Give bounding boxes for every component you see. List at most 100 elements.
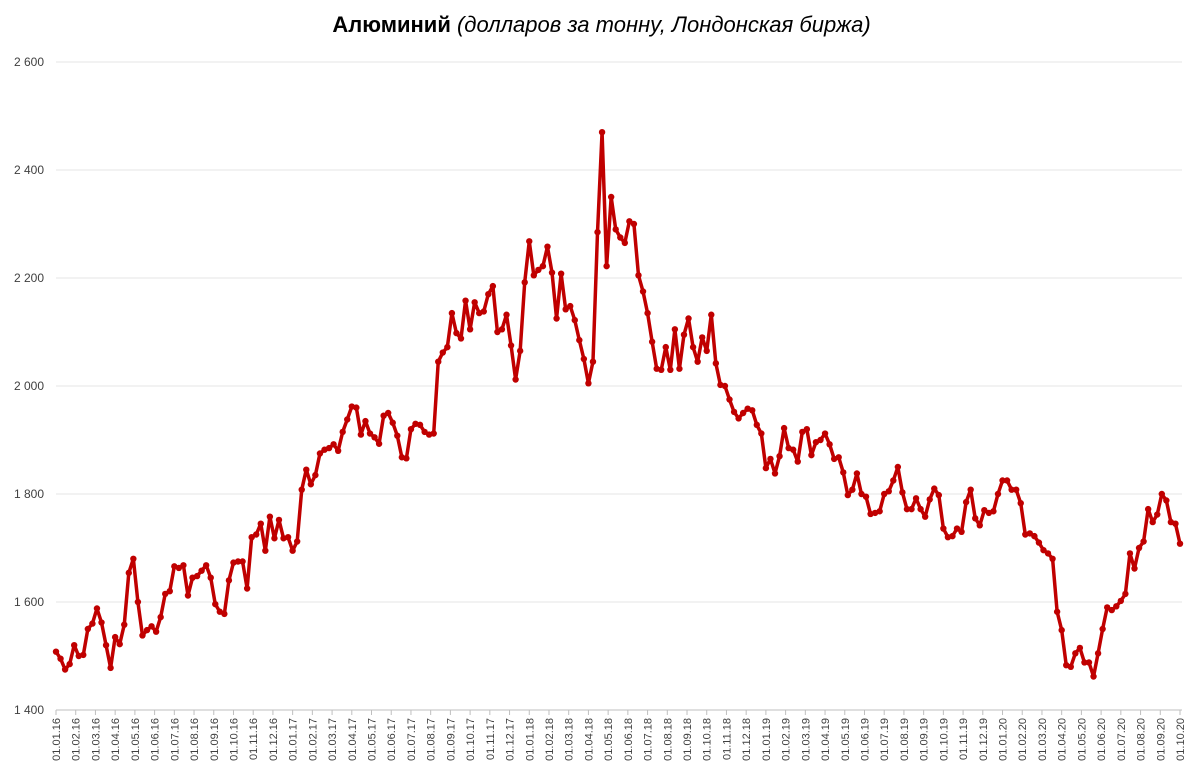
data-point	[803, 426, 811, 433]
x-tick-label: 01.01.16	[51, 718, 63, 761]
data-point	[976, 522, 983, 529]
data-point	[1131, 565, 1138, 572]
data-point	[444, 343, 451, 351]
x-tick-label: 01.07.17	[406, 718, 418, 761]
data-point	[680, 331, 688, 338]
data-point	[662, 343, 669, 351]
data-point	[253, 531, 260, 538]
x-tick-label: 01.08.17	[426, 718, 438, 761]
data-point	[580, 355, 588, 363]
data-point	[840, 469, 847, 476]
data-point	[548, 269, 556, 276]
data-point	[293, 538, 301, 545]
data-point	[544, 243, 551, 250]
data-point	[471, 299, 478, 306]
data-point	[512, 376, 519, 383]
x-tick-label: 01.10.19	[938, 718, 950, 761]
data-point	[689, 343, 697, 351]
data-point	[912, 495, 920, 502]
data-point	[567, 302, 574, 310]
data-point	[1163, 497, 1170, 504]
data-point	[521, 279, 528, 286]
x-tick-label: 01.02.17	[307, 718, 319, 761]
data-point	[1008, 486, 1015, 493]
data-point	[694, 358, 701, 365]
data-point	[143, 626, 151, 634]
y-axis: 1 400 1 600 1 800 2 000 2 200 2 400 2 600	[14, 55, 44, 717]
data-point	[589, 358, 597, 365]
data-point	[1126, 550, 1134, 557]
data-point	[994, 490, 1002, 498]
data-point	[767, 455, 774, 463]
x-tick-label: 01.01.17	[288, 718, 300, 761]
data-point	[439, 349, 446, 356]
x-tick-label: 01.02.20	[1017, 718, 1029, 761]
data-point	[926, 496, 933, 503]
data-point	[962, 498, 970, 506]
data-point	[940, 525, 947, 532]
data-point	[758, 430, 765, 437]
data-point	[166, 588, 173, 595]
data-point	[1085, 659, 1093, 666]
data-point	[52, 648, 60, 655]
data-point	[730, 408, 738, 416]
data-point	[375, 440, 383, 447]
data-point	[243, 585, 251, 592]
x-tick-label: 01.01.20	[998, 718, 1010, 761]
x-tick-label: 01.11.17	[485, 718, 497, 760]
data-point	[826, 441, 833, 448]
data-point	[958, 528, 965, 535]
x-tick-label: 01.03.18	[564, 718, 576, 761]
data-point	[967, 486, 974, 493]
data-point	[98, 619, 105, 626]
data-point	[999, 477, 1006, 484]
data-point	[726, 396, 733, 403]
data-point	[862, 493, 870, 500]
data-point	[776, 453, 783, 460]
data-point	[448, 309, 456, 317]
data-point	[935, 491, 943, 499]
data-point	[489, 282, 497, 290]
data-point	[972, 515, 979, 522]
data-point	[503, 311, 510, 318]
data-point	[539, 262, 547, 270]
data-point	[498, 326, 506, 333]
data-point	[71, 642, 78, 649]
x-tick-label: 01.04.20	[1057, 718, 1069, 761]
x-tick-label: 01.04.19	[820, 718, 832, 761]
data-point	[403, 455, 410, 462]
data-point	[111, 633, 119, 641]
data-point	[457, 335, 465, 342]
data-point	[990, 508, 997, 515]
x-tick-label: 01.07.16	[169, 718, 181, 761]
data-point	[603, 262, 610, 270]
data-point	[562, 306, 569, 313]
data-point	[107, 664, 114, 672]
data-point	[1172, 520, 1179, 527]
data-point	[794, 458, 801, 465]
x-tick-label: 01.08.20	[1136, 718, 1148, 761]
x-tick-label: 01.05.19	[840, 718, 852, 761]
data-point	[890, 477, 897, 484]
data-point	[703, 347, 710, 355]
data-point	[903, 505, 911, 513]
data-point	[1176, 540, 1184, 547]
data-point	[667, 366, 674, 373]
data-point	[125, 569, 133, 577]
x-tick-label: 01.05.17	[367, 718, 379, 761]
y-tick-label: 2 200	[14, 271, 44, 285]
data-point	[334, 447, 342, 454]
data-point	[612, 226, 619, 233]
data-point	[89, 620, 96, 627]
data-point	[849, 486, 856, 493]
data-point	[152, 628, 160, 635]
data-point	[234, 558, 242, 565]
data-point	[121, 621, 128, 628]
data-point	[885, 488, 892, 495]
data-point	[721, 382, 729, 390]
x-tick-label: 01.02.19	[781, 718, 793, 761]
x-tick-label: 01.09.17	[445, 718, 457, 761]
y-tick-label: 2 400	[14, 163, 44, 177]
x-tick-label: 01.12.19	[978, 718, 990, 761]
x-tick-label: 01.03.17	[327, 718, 339, 761]
